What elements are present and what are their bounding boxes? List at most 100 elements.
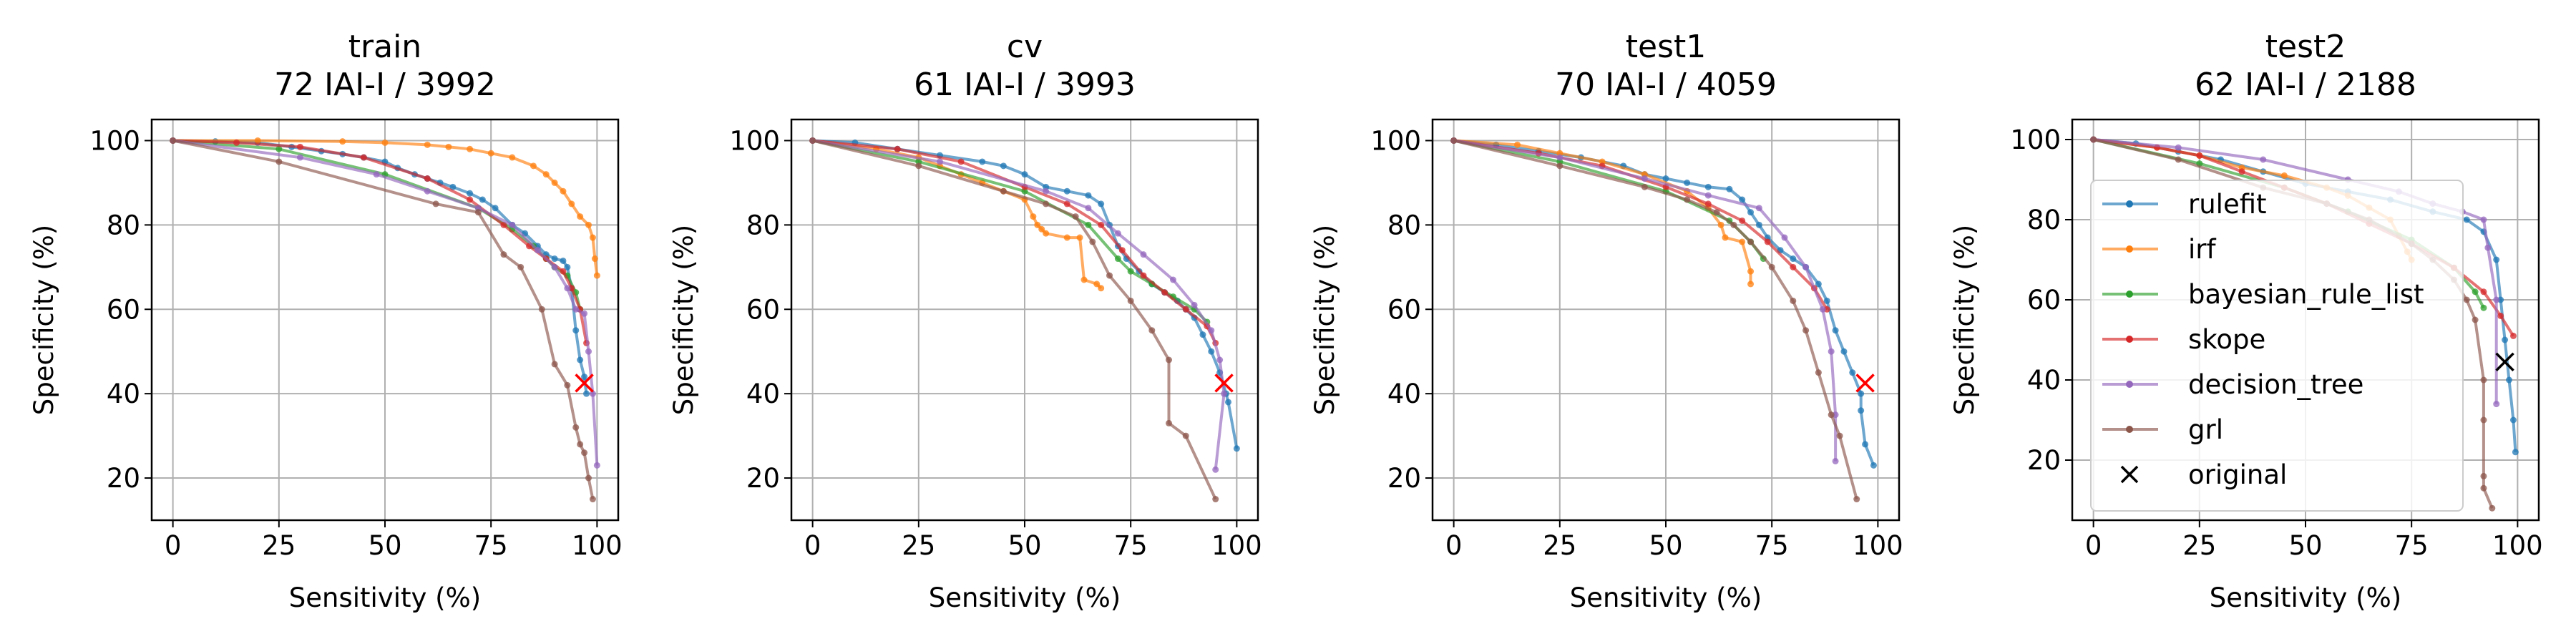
data-point: [449, 183, 457, 190]
original-marker: [2495, 352, 2514, 372]
panel-subtitle: 62 IAI-I / 2188: [2195, 67, 2416, 103]
data-point: [1713, 209, 1720, 216]
data-point: [593, 272, 600, 279]
data-point: [1166, 419, 1173, 426]
x-tick-label: 100: [1853, 530, 1903, 561]
data-point: [538, 306, 545, 313]
data-point: [1106, 272, 1113, 279]
data-point: [915, 162, 922, 170]
data-point: [2497, 312, 2504, 319]
panel-title: train: [348, 29, 421, 65]
data-point: [1755, 205, 1762, 212]
data-point: [1556, 154, 1563, 161]
data-point: [1870, 462, 1877, 469]
data-point: [2480, 304, 2487, 311]
data-point: [296, 143, 303, 150]
series-decision_tree: [809, 137, 1228, 473]
series-line-rulefit: [1453, 139, 1875, 467]
data-point: [1755, 221, 1762, 228]
data-point: [467, 145, 474, 152]
data-point: [534, 247, 541, 254]
data-point: [500, 251, 507, 258]
data-point: [1098, 285, 1105, 292]
data-point: [589, 234, 596, 241]
data-point: [568, 200, 575, 208]
data-point: [2175, 156, 2182, 163]
data-point: [577, 441, 584, 448]
series-grl: [1450, 137, 1860, 503]
data-point: [254, 137, 261, 144]
data-point: [1730, 221, 1737, 228]
data-point: [1828, 411, 1835, 419]
x-tick-label: 75: [1114, 530, 1148, 561]
data-point: [1717, 221, 1724, 228]
x-tick-label: 25: [902, 530, 935, 561]
data-point: [1043, 230, 1050, 237]
data-point: [1726, 185, 1733, 192]
x-tick-label: 25: [262, 530, 296, 561]
series-line-grl: [1453, 139, 1858, 500]
data-point: [1641, 175, 1648, 182]
x-tick-label: 0: [2085, 530, 2102, 561]
data-point: [585, 221, 592, 228]
data-point: [1849, 369, 1856, 376]
y-tick-label: 60: [746, 294, 780, 325]
data-point: [424, 141, 431, 148]
data-point: [581, 310, 588, 317]
data-point: [424, 175, 431, 182]
y-tick-label: 20: [107, 463, 140, 494]
data-point: [551, 361, 558, 368]
data-point: [2260, 156, 2267, 163]
data-point: [551, 255, 558, 263]
data-point: [1790, 297, 1797, 304]
data-point: [1191, 301, 1198, 308]
data-point: [1212, 496, 1219, 503]
x-axis-label: Sensitivity (%): [929, 582, 1121, 613]
y-tick-label: 100: [1370, 125, 1421, 156]
y-tick-label: 20: [746, 463, 780, 494]
x-tick-label: 0: [165, 530, 182, 561]
legend-item-skope: skope: [2102, 324, 2265, 355]
data-point: [1768, 263, 1775, 270]
data-point: [577, 356, 584, 364]
x-tick-label: 50: [2288, 530, 2322, 561]
x-tick-label: 0: [804, 530, 821, 561]
legend-label: irf: [2188, 234, 2216, 265]
data-point: [445, 143, 452, 150]
panel-title: test1: [1626, 29, 1707, 65]
data-point: [1166, 356, 1173, 364]
legend-label: skope: [2188, 324, 2265, 355]
data-point: [1704, 183, 1712, 190]
data-point: [1118, 247, 1126, 254]
data-point: [1098, 200, 1105, 208]
x-tick-label: 100: [1211, 530, 1262, 561]
data-point: [551, 179, 558, 186]
data-point: [894, 145, 901, 152]
y-tick-label: 60: [2027, 285, 2061, 316]
data-point: [1182, 306, 1189, 313]
y-tick-label: 80: [2027, 205, 2061, 235]
y-tick-label: 20: [2027, 445, 2061, 476]
y-axis-label: Specificity (%): [29, 225, 59, 415]
data-point: [2090, 136, 2097, 143]
data-point: [1030, 213, 1037, 220]
data-point: [1148, 327, 1156, 334]
data-point: [1764, 238, 1771, 245]
data-point: [1747, 238, 1755, 245]
data-point: [1021, 171, 1028, 178]
data-point: [1233, 445, 1240, 452]
data-point: [1704, 200, 1712, 208]
series-line-decision_tree: [812, 139, 1226, 470]
data-point: [360, 154, 367, 161]
data-point: [589, 390, 596, 397]
data-point: [564, 285, 571, 292]
data-point: [1739, 238, 1746, 245]
series-grl: [809, 137, 1219, 503]
data-point: [581, 449, 588, 457]
legend-marker: [2126, 245, 2133, 253]
data-point: [467, 190, 474, 197]
data-point: [2493, 401, 2500, 408]
legend-label: rulefit: [2188, 189, 2267, 220]
data-point: [1815, 369, 1822, 376]
